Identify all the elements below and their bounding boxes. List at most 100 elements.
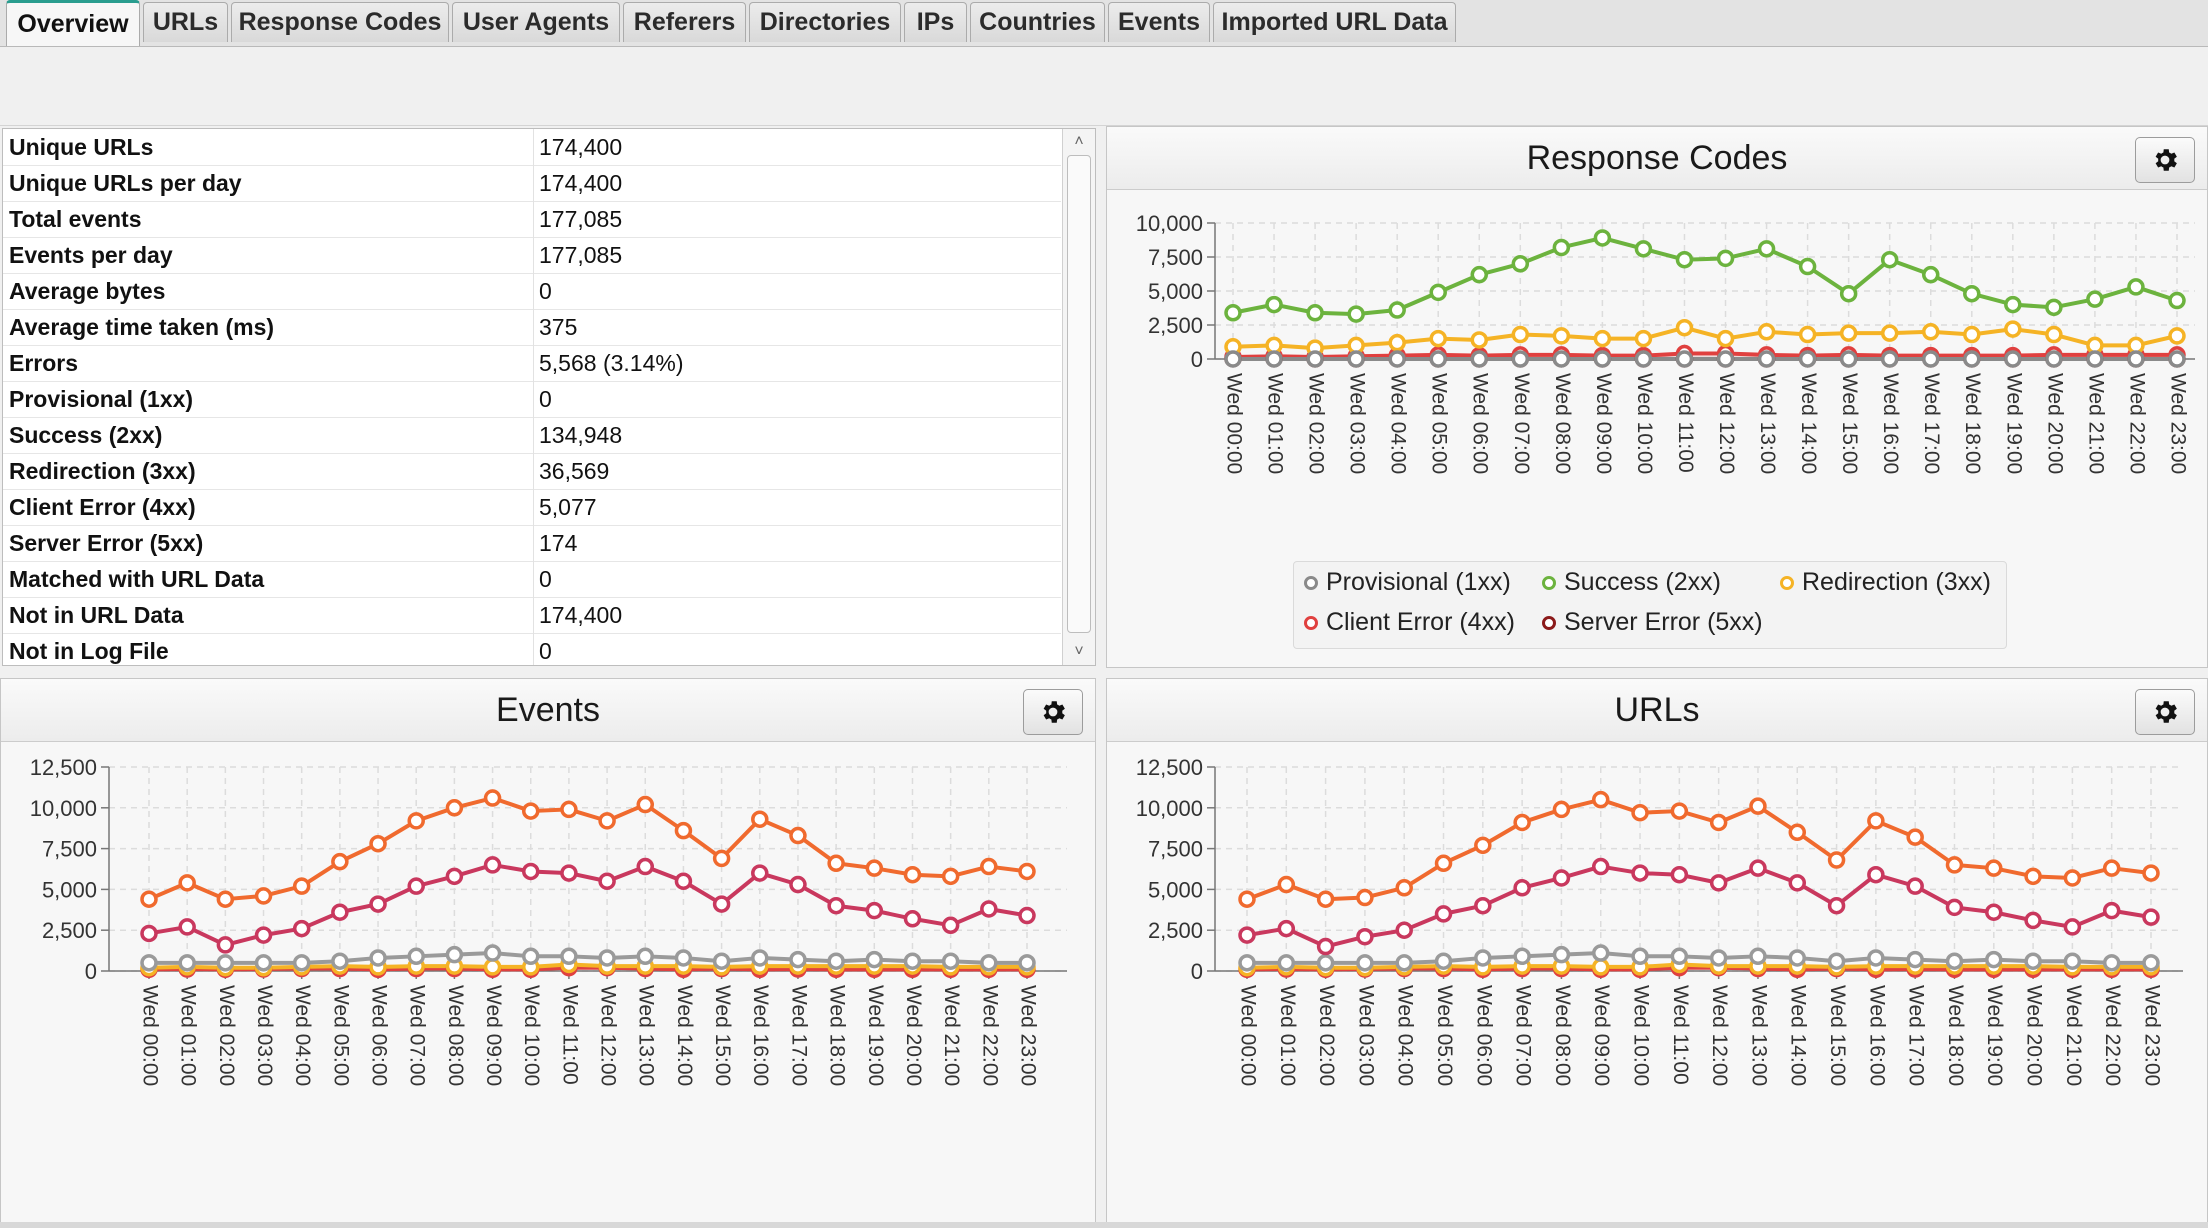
legend-item[interactable]: Redirection (3xx): [1780, 568, 1991, 597]
data-point: [789, 875, 807, 894]
settings-button[interactable]: [2135, 137, 2195, 183]
data-point: [331, 903, 349, 921]
data-point: [1867, 949, 1885, 967]
data-point: [1552, 350, 1571, 368]
stat-label: Client Error (4xx): [9, 494, 196, 520]
column-divider: [533, 561, 534, 597]
stats-row[interactable]: Provisional (1xx) 0: [3, 381, 1061, 418]
tab-overview[interactable]: Overview: [6, 0, 140, 46]
chevron-down-icon[interactable]: ˅: [1074, 643, 1084, 660]
stats-row[interactable]: Unique URLs per day 174,400: [3, 165, 1061, 202]
stats-row[interactable]: Average bytes 0: [3, 273, 1061, 310]
gear-icon: [2155, 149, 2177, 171]
data-point: [1634, 350, 1653, 368]
response-codes-panel: Response Codes 0 2,500 5,000 7,500 10,000 Wed…: [1106, 126, 2208, 668]
data-point: [292, 954, 311, 972]
stats-row[interactable]: Success (2xx) 134,948: [3, 417, 1061, 454]
bottom-border: [0, 1222, 2208, 1228]
stats-row[interactable]: Total events 177,085: [3, 201, 1061, 238]
x-tick-label: Wed 00:00: [1236, 985, 1259, 1086]
data-point: [1827, 896, 1846, 915]
data-point: [407, 812, 425, 830]
tab-countries[interactable]: Countries: [970, 2, 1105, 42]
stats-row[interactable]: Events per day 177,085: [3, 237, 1061, 274]
y-tick-label: 5,000: [42, 877, 97, 902]
data-point: [1634, 240, 1653, 258]
data-point: [1552, 238, 1571, 257]
x-tick-label: Wed 18:00: [1944, 985, 1967, 1086]
scrollbar-thumb[interactable]: [1067, 155, 1091, 633]
data-point: [445, 799, 464, 817]
data-point: [2168, 291, 2186, 310]
tab-user-agents[interactable]: User Agents: [452, 2, 620, 42]
data-point: [1356, 888, 1374, 907]
data-point: [980, 900, 998, 918]
x-tick-label: Wed 03:00: [253, 985, 276, 1086]
x-tick-label: Wed 22:00: [2125, 373, 2148, 474]
tab-referers[interactable]: Referers: [623, 2, 746, 42]
data-point: [178, 918, 196, 936]
x-tick-label: Wed 20:00: [902, 985, 925, 1086]
tab-imported-url-data[interactable]: Imported URL Data: [1213, 2, 1456, 42]
data-point: [2024, 952, 2042, 970]
stats-row[interactable]: Not in Log File 0: [3, 633, 1061, 665]
data-point: [1429, 283, 1447, 302]
data-point: [1552, 945, 1571, 964]
stats-row[interactable]: Average time taken (ms) 375: [3, 309, 1061, 346]
tab-response-codes[interactable]: Response Codes: [231, 2, 449, 42]
data-point: [1716, 329, 1735, 348]
data-point: [1511, 325, 1530, 344]
legend-item[interactable]: Provisional (1xx): [1304, 568, 1511, 597]
x-tick-label: Wed 10:00: [1633, 373, 1656, 474]
data-point: [1945, 952, 1964, 970]
panel-header: URLs: [1107, 679, 2207, 742]
stat-label: Events per day: [9, 242, 173, 268]
data-point: [1798, 325, 1817, 344]
x-tick-label: Wed 16:00: [1879, 373, 1902, 474]
data-point: [483, 856, 502, 874]
data-point: [903, 865, 922, 884]
settings-button[interactable]: [1023, 689, 1083, 735]
data-point: [1018, 862, 1036, 881]
x-tick-label: Wed 21:00: [2062, 985, 2085, 1086]
stats-row[interactable]: Not in URL Data 174,400: [3, 597, 1061, 634]
legend-item[interactable]: Success (2xx): [1542, 568, 1721, 597]
data-point: [1347, 350, 1365, 368]
y-tick-label: 5,000: [1148, 877, 1203, 902]
y-tick-label: 2,500: [42, 918, 97, 943]
legend-item[interactable]: Server Error (5xx): [1542, 608, 1763, 637]
data-point: [1591, 790, 1610, 809]
legend-item[interactable]: Client Error (4xx): [1304, 608, 1515, 637]
plot-area: [109, 767, 1067, 971]
data-point: [1921, 350, 1940, 368]
stats-row[interactable]: Errors 5,568 (3.14%): [3, 345, 1061, 382]
stats-row[interactable]: Unique URLs 174,400: [3, 129, 1061, 166]
tab-directories[interactable]: Directories: [749, 2, 901, 42]
x-tick-label: Wed 17:00: [1905, 985, 1928, 1086]
y-tick-label: 2,500: [1148, 313, 1203, 338]
data-point: [1395, 879, 1413, 897]
chevron-up-icon[interactable]: ˄: [1074, 133, 1084, 150]
tab-ips[interactable]: IPs: [904, 2, 967, 42]
stats-row[interactable]: Matched with URL Data 0: [3, 561, 1061, 598]
stats-row[interactable]: Server Error (5xx) 174: [3, 525, 1061, 562]
tab-events[interactable]: Events: [1108, 2, 1210, 42]
data-point: [636, 947, 655, 966]
settings-button[interactable]: [2135, 689, 2195, 735]
data-point: [1224, 304, 1242, 322]
data-point: [1798, 350, 1817, 368]
data-point: [1670, 865, 1689, 884]
x-tick-label: Wed 06:00: [367, 985, 390, 1086]
stats-row[interactable]: Client Error (4xx) 5,077: [3, 489, 1061, 526]
tab-urls[interactable]: URLs: [143, 2, 228, 42]
data-point: [1470, 331, 1489, 349]
data-point: [980, 954, 998, 972]
data-point: [1474, 896, 1492, 915]
stats-row[interactable]: Redirection (3xx) 36,569: [3, 453, 1061, 490]
x-tick-label: Wed 03:00: [1354, 985, 1377, 1086]
vertical-scrollbar[interactable]: ˄ ˅: [1062, 129, 1095, 665]
data-point: [2168, 350, 2186, 368]
data-point: [1749, 797, 1767, 815]
x-tick-label: Wed 12:00: [597, 985, 620, 1086]
data-point: [560, 864, 578, 882]
